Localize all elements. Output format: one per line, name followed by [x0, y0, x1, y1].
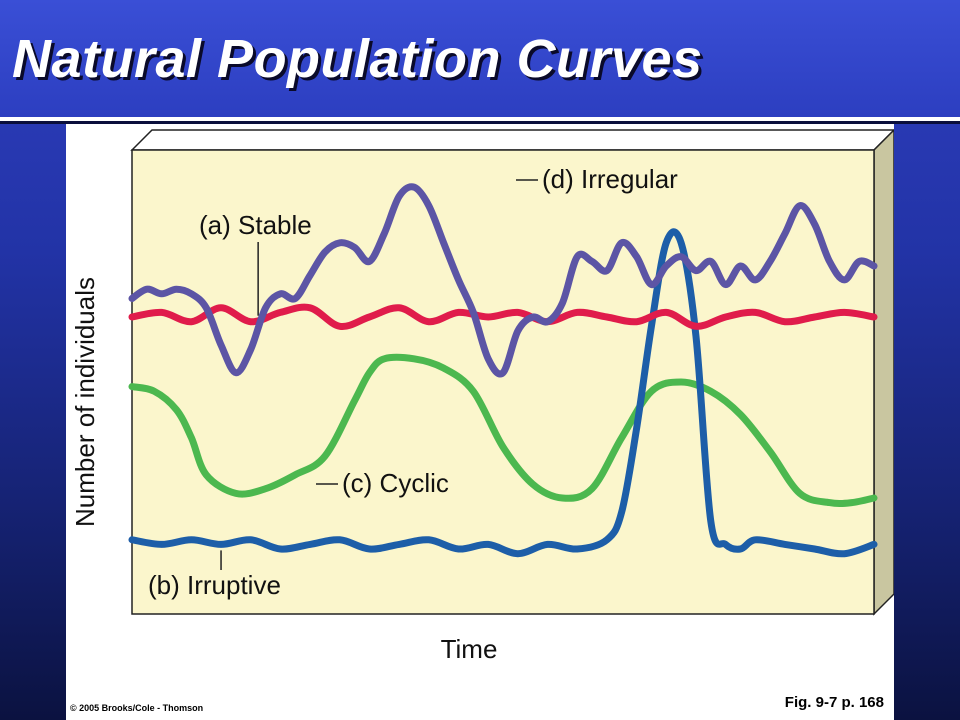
series-layer [128, 183, 878, 558]
label-layer: (a) Stable (b) Irruptive (c) Cyclic (d) Irr… [148, 164, 678, 600]
y-axis-label: Number of individuals [70, 277, 100, 527]
slide-title: Natural Population Curves [12, 29, 703, 89]
x-axis-label: Time [441, 634, 498, 664]
series-label-1: (a) Stable [199, 210, 312, 240]
copyright-notice: © 2005 Brooks/Cole - Thomson [70, 703, 204, 713]
title-divider [0, 117, 960, 121]
chart-box-top [130, 129, 894, 151]
plot-area [131, 149, 875, 615]
series-line-4 [128, 183, 878, 378]
series-line-3 [128, 353, 878, 508]
title-band [0, 0, 960, 118]
series-label-4: (d) Irregular [542, 164, 678, 194]
chart-box-side [873, 128, 894, 616]
title-divider-shadow [0, 121, 960, 124]
figure-reference: Fig. 9-7 p. 168 [784, 694, 884, 711]
series-label-3: (c) Cyclic [342, 468, 449, 498]
series-line-2 [128, 228, 878, 558]
series-label-2: (b) Irruptive [148, 570, 281, 600]
population-chart: (a) Stable (b) Irruptive (c) Cyclic (d) Irr… [70, 128, 894, 664]
series-line-1 [128, 303, 878, 330]
figure-panel: (a) Stable (b) Irruptive (c) Cyclic (d) Irr… [66, 124, 894, 720]
